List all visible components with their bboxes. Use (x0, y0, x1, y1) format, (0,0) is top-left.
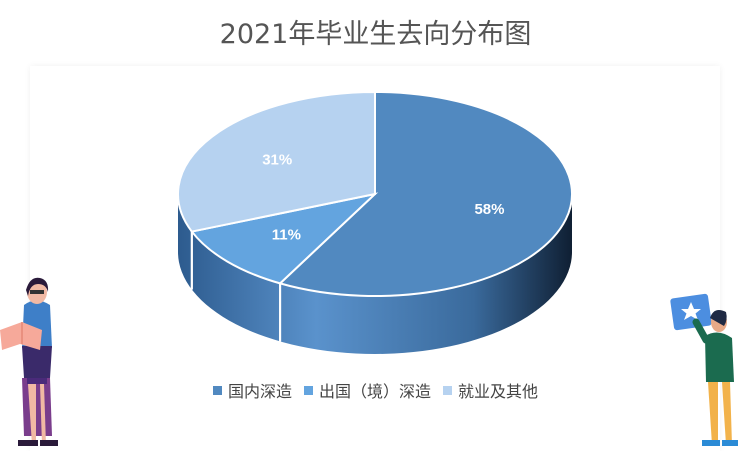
pie-slice-2[interactable] (190, 192, 379, 285)
pie-slice-3[interactable] (177, 90, 376, 233)
chart-legend: 国内深造 出国（境）深造 就业及其他 (0, 378, 751, 402)
legend-label: 出国（境）深造 (318, 382, 431, 401)
legend-swatch (443, 385, 452, 395)
data-label-3: 31% (262, 152, 292, 169)
pie-slice-1[interactable] (278, 90, 573, 297)
pie-side-wall (178, 194, 572, 354)
legend-label: 国内深造 (227, 382, 292, 401)
data-label-1: 58% (474, 201, 504, 218)
pie-data-labels: 58% 11% 31% (262, 152, 504, 244)
legend-item-3[interactable]: 就业及其他 (443, 378, 538, 402)
person-reading-illustration (0, 277, 58, 446)
legend-item-2[interactable]: 出国（境）深造 (303, 378, 431, 402)
pie-slices (177, 90, 573, 297)
legend-swatch (212, 385, 222, 395)
pie-side-walls (178, 194, 572, 354)
legend-swatch (303, 385, 313, 395)
chart-title: 2021年毕业生去向分布图 (219, 19, 532, 50)
legend-label: 就业及其他 (458, 382, 539, 401)
data-label-2: 11% (272, 226, 301, 243)
legend-item-1[interactable]: 国内深造 (212, 378, 292, 402)
person-star-illustration (670, 293, 738, 446)
